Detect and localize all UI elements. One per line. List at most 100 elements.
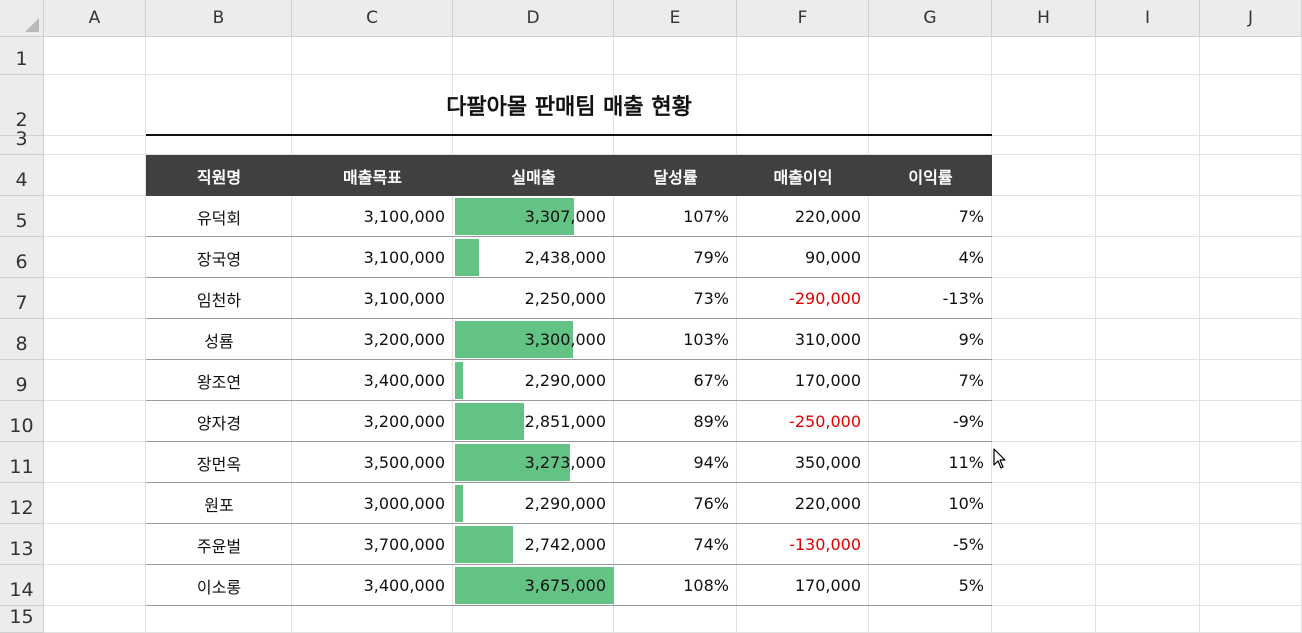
cell-name[interactable]: 원포 [204, 495, 234, 515]
cell-profit[interactable]: 170,000 [794, 371, 861, 390]
row-header-10[interactable]: 10 [0, 401, 44, 442]
select-all-button[interactable] [0, 0, 44, 37]
cell-achievement[interactable]: 79% [693, 248, 729, 267]
cell-actual[interactable]: 2,742,000 [524, 535, 606, 554]
cell-profit[interactable]: 90,000 [805, 248, 861, 267]
column-header-d[interactable]: D [453, 0, 614, 37]
cell-achievement[interactable]: 67% [693, 371, 729, 390]
cell-margin[interactable]: 11% [948, 453, 984, 472]
cell-name[interactable]: 양자경 [196, 413, 242, 433]
row-header-6[interactable]: 6 [0, 237, 44, 278]
cell-target[interactable]: 3,500,000 [363, 453, 445, 472]
cell-target[interactable]: 3,200,000 [363, 330, 445, 349]
sheet-title[interactable]: 다팔아몰 판매팀 매출 현황 [446, 95, 692, 120]
cell-name[interactable]: 주윤벌 [196, 536, 242, 556]
cell-actual[interactable]: 3,675,000 [524, 576, 606, 595]
header-target[interactable]: 매출목표 [343, 167, 402, 187]
cell-actual[interactable]: 2,851,000 [524, 412, 606, 431]
column-header-a[interactable]: A [44, 0, 146, 37]
cell-name[interactable]: 유덕회 [196, 208, 242, 228]
cell-actual[interactable]: 2,438,000 [524, 248, 606, 267]
row-header-11[interactable]: 11 [0, 442, 44, 483]
row-header-15[interactable]: 15 [0, 606, 44, 633]
cell-margin[interactable]: 4% [958, 248, 984, 267]
cell-achievement[interactable]: 73% [693, 289, 729, 308]
column-header-i[interactable]: I [1096, 0, 1200, 37]
row-header-14[interactable]: 14 [0, 565, 44, 606]
row-header-9[interactable]: 9 [0, 360, 44, 401]
cell-target[interactable]: 3,100,000 [363, 207, 445, 226]
cell-actual[interactable]: 3,307,000 [524, 207, 606, 226]
cell-target[interactable]: 3,700,000 [363, 535, 445, 554]
table-row-border [146, 400, 992, 401]
cell-name[interactable]: 임천하 [196, 290, 242, 310]
row-header-3[interactable]: 3 [0, 128, 44, 155]
cell-name[interactable]: 왕조연 [196, 372, 242, 392]
row-header-12[interactable]: 12 [0, 483, 44, 524]
cell-target[interactable]: 3,000,000 [363, 494, 445, 513]
row-header-1[interactable]: 1 [0, 37, 44, 75]
cell-margin[interactable]: -9% [952, 412, 984, 431]
cell-margin[interactable]: -5% [952, 535, 984, 554]
cell-profit[interactable]: 310,000 [794, 330, 861, 349]
cell-target[interactable]: 3,400,000 [363, 371, 445, 390]
header-achievement[interactable]: 달성률 [653, 167, 698, 187]
cell-name[interactable]: 이소롱 [196, 577, 242, 597]
column-header-e[interactable]: E [614, 0, 737, 37]
row-header-4[interactable]: 4 [0, 155, 44, 196]
cell-margin[interactable]: 10% [948, 494, 984, 513]
cell-margin[interactable]: 7% [958, 371, 984, 390]
column-header-j[interactable]: J [1200, 0, 1302, 37]
cell-achievement[interactable]: 108% [683, 576, 729, 595]
grid-line-horizontal [44, 154, 1302, 155]
cell-margin[interactable]: 9% [958, 330, 984, 349]
column-header-g[interactable]: G [869, 0, 992, 37]
cell-profit[interactable]: -250,000 [789, 412, 861, 431]
column-header-f[interactable]: F [737, 0, 869, 37]
cell-target[interactable]: 3,200,000 [363, 412, 445, 431]
cell-margin[interactable]: -13% [942, 289, 984, 308]
cell-profit[interactable]: 350,000 [794, 453, 861, 472]
cell-actual[interactable]: 2,250,000 [524, 289, 606, 308]
cell-margin[interactable]: 7% [958, 207, 984, 226]
header-profit[interactable]: 매출이익 [773, 167, 833, 187]
column-header-c[interactable]: C [292, 0, 453, 37]
cell-achievement[interactable]: 107% [683, 207, 729, 226]
row-header-8[interactable]: 8 [0, 319, 44, 360]
cell-target[interactable]: 3,100,000 [363, 248, 445, 267]
header-actual[interactable]: 실매출 [511, 167, 556, 187]
cell-name[interactable]: 장국영 [196, 249, 242, 269]
column-header-b[interactable]: B [146, 0, 292, 37]
header-name[interactable]: 직원명 [196, 167, 242, 187]
cell-achievement[interactable]: 94% [693, 453, 729, 472]
cell-margin[interactable]: 5% [958, 576, 984, 595]
cell-actual[interactable]: 3,273,000 [524, 453, 606, 472]
cell-actual[interactable]: 2,290,000 [524, 494, 606, 513]
cell-achievement[interactable]: 103% [683, 330, 729, 349]
cell-profit[interactable]: -130,000 [789, 535, 861, 554]
row-header-2[interactable]: 2 [0, 75, 44, 136]
cell-actual[interactable]: 3,300,000 [524, 330, 606, 349]
table-row-border [146, 277, 992, 278]
mouse-cursor-icon [993, 448, 1006, 469]
grid-line-vertical [868, 37, 869, 633]
cell-profit[interactable]: -290,000 [789, 289, 861, 308]
cell-name[interactable]: 장먼옥 [196, 454, 242, 474]
cell-achievement[interactable]: 89% [693, 412, 729, 431]
cell-achievement[interactable]: 76% [693, 494, 729, 513]
cell-actual[interactable]: 2,290,000 [524, 371, 606, 390]
table-row-border [146, 564, 992, 565]
header-margin[interactable]: 이익률 [908, 167, 953, 187]
cell-profit[interactable]: 170,000 [794, 576, 861, 595]
cell-profit[interactable]: 220,000 [794, 494, 861, 513]
cell-achievement[interactable]: 74% [693, 535, 729, 554]
column-header-h[interactable]: H [992, 0, 1096, 37]
cell-target[interactable]: 3,400,000 [363, 576, 445, 595]
cell-profit[interactable]: 220,000 [794, 207, 861, 226]
cell-target[interactable]: 3,100,000 [363, 289, 445, 308]
row-header-5[interactable]: 5 [0, 196, 44, 237]
row-header-13[interactable]: 13 [0, 524, 44, 565]
cell-name[interactable]: 성룜 [204, 331, 234, 351]
row-header-7[interactable]: 7 [0, 278, 44, 319]
